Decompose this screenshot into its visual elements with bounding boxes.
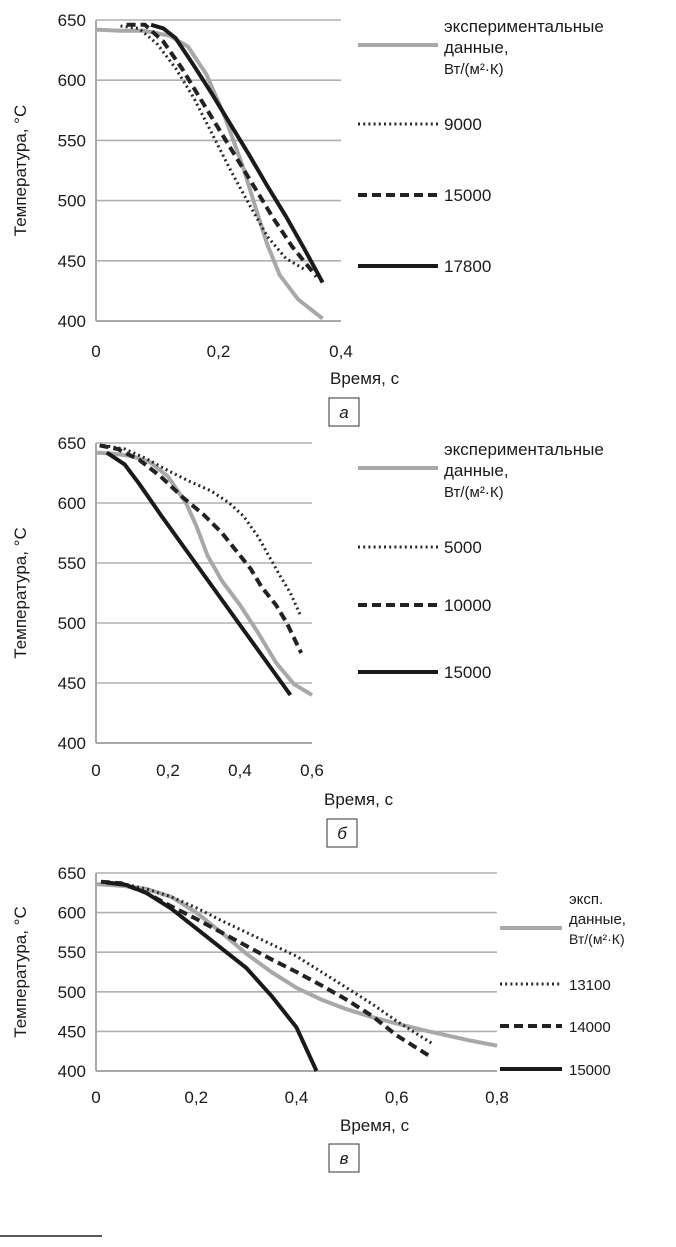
y-tick-label: 500 (58, 192, 86, 211)
legend-label: 15000 (444, 663, 491, 682)
y-tick-label: 600 (58, 904, 86, 923)
y-tick-label: 450 (58, 1022, 86, 1041)
x-tick-label: 0,2 (184, 1088, 208, 1107)
x-tick-label: 0 (91, 342, 100, 361)
panel-label: в (340, 1149, 349, 1168)
panel-label: б (337, 824, 348, 843)
series-line (95, 450, 314, 697)
x-tick-label: 0 (91, 761, 100, 780)
x-tick-label: 0,4 (329, 342, 353, 361)
y-tick-label: 600 (58, 494, 86, 513)
panel-label-box (326, 818, 358, 848)
series-line (150, 22, 325, 284)
y-tick-label: 400 (58, 1062, 86, 1081)
legend-label: 13100 (569, 977, 611, 994)
panel-label: а (339, 403, 348, 422)
panel-label-box (328, 397, 360, 427)
legend-label: 9000 (444, 115, 482, 134)
y-tick-label: 650 (58, 434, 86, 453)
x-tick-label: 0,6 (385, 1088, 409, 1107)
legend-label: 14000 (569, 1019, 611, 1036)
series-line (105, 450, 293, 697)
legend-label: эксп. данные, Вт/(м²·К) (569, 891, 626, 947)
y-tick-label: 500 (58, 614, 86, 633)
x-tick-label: 0,4 (285, 1088, 309, 1107)
legend-label: экспериментальные данные, Вт/(м²·К) (444, 17, 604, 78)
y-tick-label: 650 (58, 11, 86, 30)
x-tick-label: 0,6 (300, 761, 324, 780)
legend-label: 17800 (444, 257, 491, 276)
series-line (105, 880, 319, 1072)
x-tick-label: 0,4 (228, 761, 252, 780)
x-tick-label: 0,8 (485, 1088, 509, 1107)
series-line (99, 443, 304, 654)
y-tick-label: 550 (58, 554, 86, 573)
x-tick-label: 0,2 (156, 761, 180, 780)
y-tick-label: 400 (58, 734, 86, 753)
x-tick-label: 0 (91, 1088, 100, 1107)
y-tick-label: 400 (58, 312, 86, 331)
series-line (120, 24, 306, 271)
legend-label: экспериментальные данные, Вт/(м²·К) (444, 440, 604, 501)
y-tick-label: 500 (58, 983, 86, 1002)
series-line (95, 27, 324, 321)
panel-label-box (328, 1143, 360, 1173)
y-tick-label: 550 (58, 131, 86, 150)
y-axis-title: Температура, °С (11, 906, 30, 1037)
y-tick-label: 450 (58, 674, 86, 693)
y-axis-title: Температура, °С (11, 105, 30, 236)
x-axis-title: Время, с (330, 369, 400, 388)
y-tick-label: 600 (58, 71, 86, 90)
series-line (102, 443, 303, 618)
legend-label: 15000 (569, 1062, 611, 1079)
series-line (126, 22, 319, 278)
legend-label: 15000 (444, 186, 491, 205)
x-axis-title: Время, с (340, 1116, 410, 1135)
y-tick-label: 550 (58, 943, 86, 962)
y-axis-title: Температура, °С (11, 527, 30, 658)
legend-label: 5000 (444, 538, 482, 557)
y-tick-label: 650 (58, 864, 86, 883)
y-tick-label: 450 (58, 252, 86, 271)
x-tick-label: 0,2 (207, 342, 231, 361)
series-line (95, 882, 498, 1048)
series-line (100, 879, 433, 1060)
x-axis-title: Время, с (324, 790, 394, 809)
legend-label: 10000 (444, 596, 491, 615)
